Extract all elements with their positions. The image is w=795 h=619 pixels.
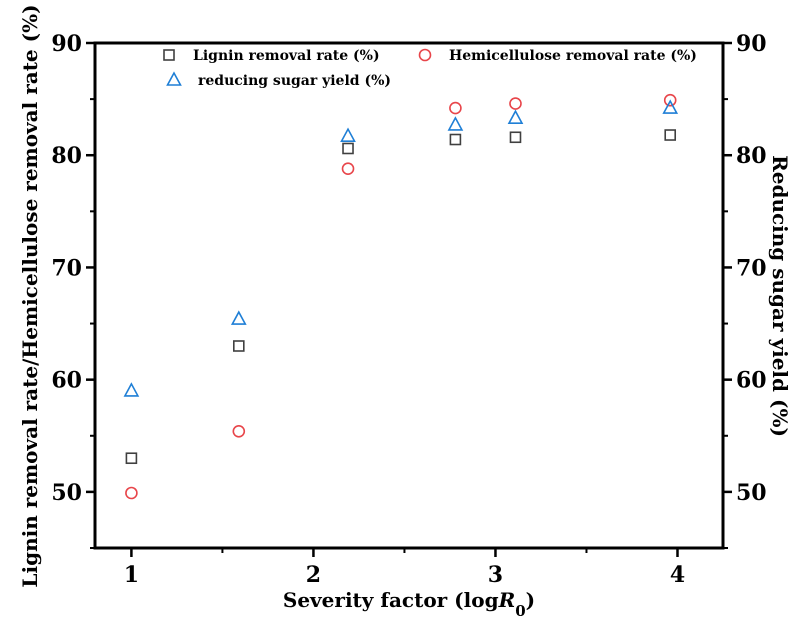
data-point: [507, 109, 524, 124]
plot-frame: [93, 41, 725, 550]
y-right-tick-label: 90: [736, 31, 767, 57]
x-axis-title: Severity factor (logR0): [283, 588, 535, 619]
y-left-tick-label: 70: [51, 255, 82, 281]
data-point: [662, 99, 679, 114]
x-tick-label: 2: [306, 562, 321, 588]
legend-label: Lignin removal rate (%): [193, 48, 380, 64]
data-point: [449, 101, 462, 115]
y-right-tick-label: 70: [736, 255, 767, 281]
x-tick-label: 1: [124, 562, 139, 588]
y-left-tick-label: 50: [51, 480, 82, 506]
series-circle: [125, 93, 677, 500]
data-point: [341, 162, 355, 175]
legend-marker: [166, 71, 182, 86]
data-point: [509, 97, 522, 110]
legend-marker: [163, 49, 175, 61]
legend-marker: [418, 48, 432, 62]
y-axis-title-left: Lignin removal rate/Hemicellulose remova…: [18, 4, 42, 587]
data-point: [230, 310, 247, 325]
axis-ticks: 1 2 3 4 50 50 60 60 70 70 80 80 90 90: [51, 31, 766, 588]
y-right-tick-label: 80: [736, 143, 767, 169]
series-square: [125, 129, 677, 465]
data-point: [447, 116, 464, 131]
legend: Lignin removal rate (%) Hemicellulose rem…: [163, 48, 697, 89]
data-point: [449, 133, 462, 146]
legend-label: Hemicellulose removal rate (%): [449, 48, 697, 64]
data-point: [663, 93, 677, 107]
series-triangle: [123, 99, 679, 397]
x-tick-label: 4: [670, 562, 685, 588]
data-marks: [123, 93, 679, 500]
y-left-tick-label: 90: [51, 31, 82, 57]
data-point: [125, 452, 138, 465]
data-point: [340, 127, 356, 142]
data-point: [509, 131, 522, 144]
data-point: [232, 424, 246, 438]
y-left-tick-label: 80: [51, 143, 82, 169]
data-point: [664, 129, 677, 141]
y-right-tick-label: 60: [736, 368, 767, 394]
y-left-tick-label: 60: [51, 368, 82, 394]
legend-label: reducing sugar yield (%): [198, 73, 391, 89]
data-point: [233, 340, 245, 352]
x-tick-label: 3: [488, 562, 503, 588]
y-right-tick-label: 50: [736, 480, 767, 506]
y-axis-title-right: Reducing sugar yield (%): [768, 155, 792, 437]
data-point: [125, 486, 138, 500]
data-point: [123, 382, 140, 397]
data-point: [342, 142, 354, 155]
